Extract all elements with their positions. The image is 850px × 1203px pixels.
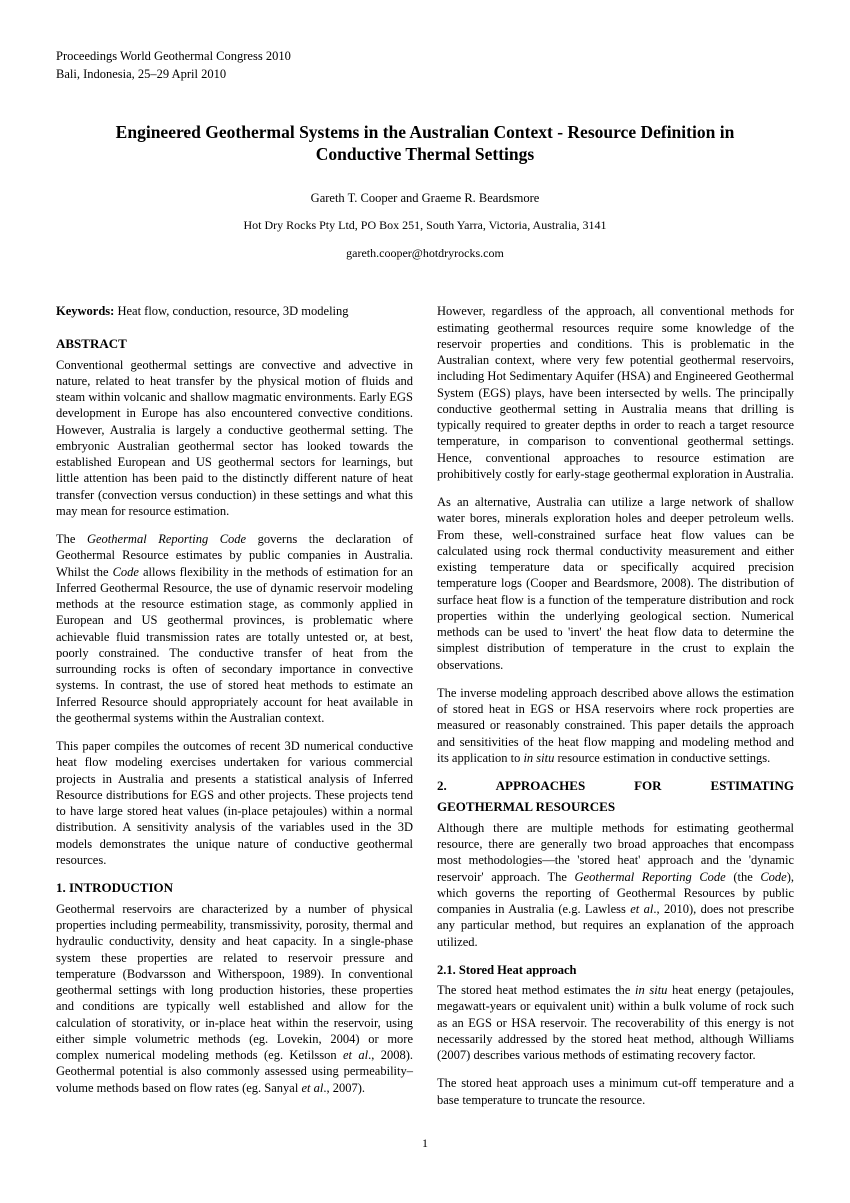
sec2-p1: Although there are multiple methods for …	[437, 820, 794, 950]
sec21-heading: 2.1. Stored Heat approach	[437, 962, 794, 978]
proceedings-line2: Bali, Indonesia, 25–29 April 2010	[56, 66, 794, 82]
intro-p2: However, regardless of the approach, all…	[437, 303, 794, 482]
abstract-heading: ABSTRACT	[56, 336, 413, 353]
keywords-text: Heat flow, conduction, resource, 3D mode…	[114, 304, 348, 318]
paper-title: Engineered Geothermal Systems in the Aus…	[56, 121, 794, 167]
abstract-p3: This paper compiles the outcomes of rece…	[56, 738, 413, 868]
intro-p4: The inverse modeling approach described …	[437, 685, 794, 766]
sec21-p1: The stored heat method estimates the in …	[437, 982, 794, 1063]
keywords-label: Keywords:	[56, 304, 114, 318]
intro-heading: 1. INTRODUCTION	[56, 880, 413, 897]
sec2-heading-line1: 2. APPROACHES FOR ESTIMATING	[437, 778, 794, 795]
intro-p3: As an alternative, Australia can utilize…	[437, 494, 794, 673]
sec21-p2: The stored heat approach uses a minimum …	[437, 1075, 794, 1108]
page-number: 1	[56, 1136, 794, 1152]
abstract-p1: Conventional geothermal settings are con…	[56, 357, 413, 520]
sec2-heading-line2: GEOTHERMAL RESOURCES	[437, 799, 794, 816]
affiliation: Hot Dry Rocks Pty Ltd, PO Box 251, South…	[56, 218, 794, 234]
keywords-line: Keywords: Heat flow, conduction, resourc…	[56, 303, 413, 319]
proceedings-line1: Proceedings World Geothermal Congress 20…	[56, 48, 794, 64]
abstract-p2: The Geothermal Reporting Code governs th…	[56, 531, 413, 726]
intro-p1: Geothermal reservoirs are characterized …	[56, 901, 413, 1096]
authors: Gareth T. Cooper and Graeme R. Beardsmor…	[56, 190, 794, 206]
contact-email: gareth.cooper@hotdryrocks.com	[56, 246, 794, 262]
body-columns: Keywords: Heat flow, conduction, resourc…	[56, 303, 794, 1108]
